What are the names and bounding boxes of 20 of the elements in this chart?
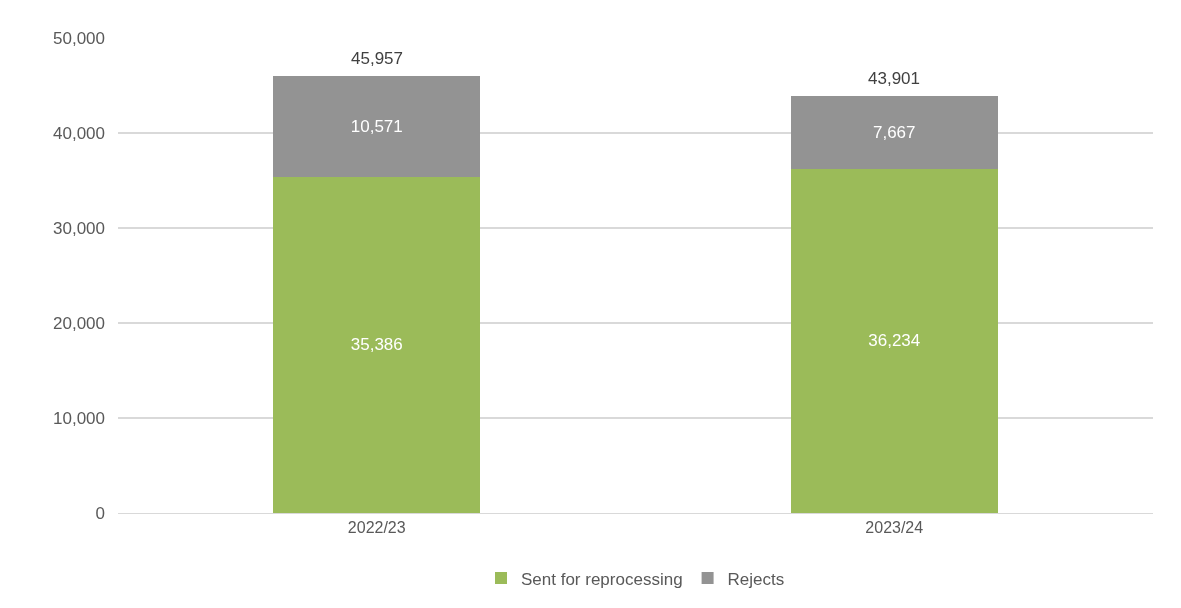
x-tick-label: 2023/24 bbox=[865, 519, 924, 537]
y-tick-label: 20,000 bbox=[53, 313, 105, 333]
y-tick-label: 10,000 bbox=[53, 408, 105, 428]
bar bbox=[273, 76, 481, 177]
legend-label: Sent for reprocessing bbox=[521, 569, 683, 589]
bar bbox=[790, 95, 998, 169]
total-label: 45,957 bbox=[351, 49, 403, 68]
data-label: 35,386 bbox=[350, 335, 403, 355]
y-tick-label: 40,000 bbox=[53, 123, 105, 143]
data-label: 10,571 bbox=[350, 117, 403, 137]
data-label: 7,667 bbox=[872, 122, 916, 142]
legend-label: Rejects bbox=[727, 569, 785, 589]
bar bbox=[273, 176, 481, 513]
y-tick-label: 50,000 bbox=[53, 28, 105, 48]
bar bbox=[790, 168, 998, 513]
y-tick-label: 0 bbox=[95, 503, 105, 523]
y-tick-label: 30,000 bbox=[53, 218, 105, 238]
x-tick-label: 2022/23 bbox=[347, 519, 406, 537]
total-label: 43,901 bbox=[868, 69, 920, 88]
data-label: 36,234 bbox=[868, 331, 921, 351]
